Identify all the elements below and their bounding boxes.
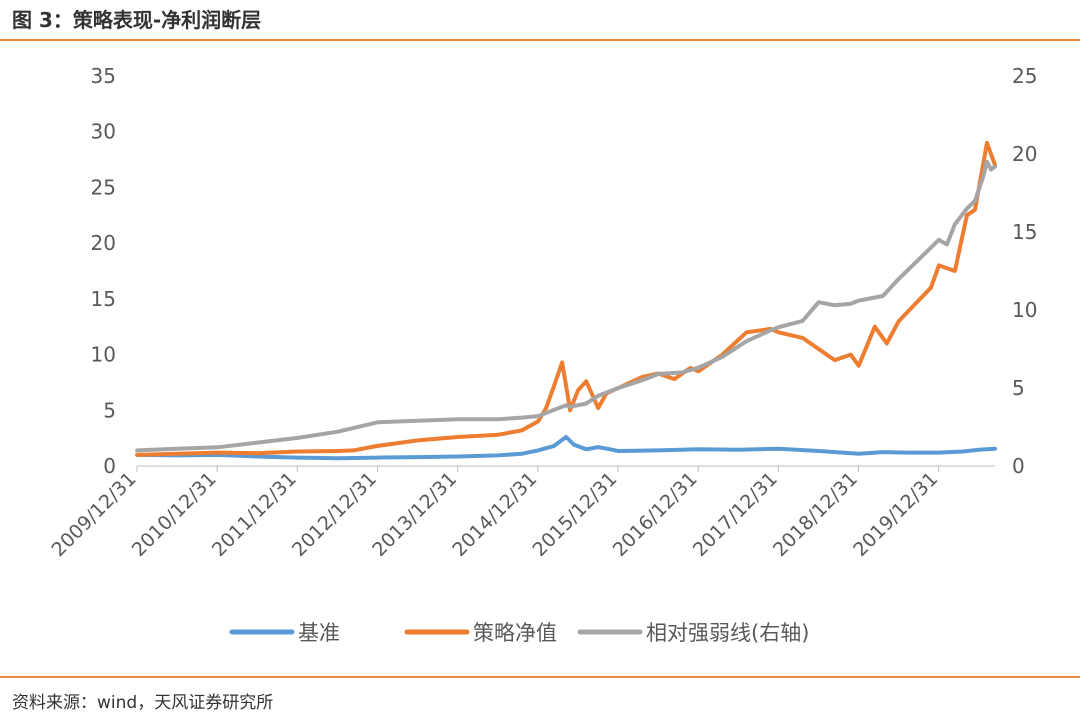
y-left-tick-label: 0 [103, 454, 116, 478]
x-tick-label: 2014/12/31 [448, 468, 541, 561]
legend-label: 策略净值 [473, 621, 557, 645]
legend-label: 基准 [298, 621, 340, 645]
series-line-0 [135, 435, 997, 461]
source-note: 资料来源：wind，天风证券研究所 [12, 693, 274, 713]
x-tick-label: 2010/12/31 [128, 468, 221, 561]
x-tick-label: 2017/12/31 [689, 468, 782, 561]
x-tick-label: 2013/12/31 [368, 468, 461, 561]
x-tick-label: 2011/12/31 [208, 468, 301, 561]
series-line-2 [135, 159, 997, 453]
y-right-tick-label: 15 [1012, 220, 1037, 244]
y-left-tick-label: 15 [91, 287, 116, 311]
source-rule [0, 676, 1080, 678]
y-left-tick-label: 25 [91, 175, 116, 199]
legend-label: 相对强弱线(右轴) [646, 621, 809, 645]
y-left-tick-label: 35 [91, 64, 116, 88]
y-right-tick-label: 5 [1012, 376, 1025, 400]
title-rule [0, 39, 1080, 41]
y-right-tick-label: 25 [1012, 64, 1037, 88]
y-right-tick-label: 20 [1012, 142, 1037, 166]
x-tick-label: 2012/12/31 [288, 468, 381, 561]
x-tick-label: 2018/12/31 [769, 468, 862, 561]
y-left-tick-label: 10 [91, 343, 116, 367]
figure-title: 图 3：策略表现-净利润断层 [12, 8, 262, 32]
y-right-tick-label: 0 [1012, 454, 1025, 478]
x-tick-label: 2016/12/31 [609, 468, 702, 561]
x-tick-label: 2009/12/31 [48, 468, 141, 561]
y-left-tick-label: 30 [91, 120, 116, 144]
y-left-tick-label: 5 [103, 398, 116, 422]
x-tick-label: 2019/12/31 [849, 468, 942, 561]
line-chart: 0 5 10 15 20 25 30 35 0 5 10 15 20 25 2009/12/312010/1… [48, 64, 1038, 645]
x-tick-label: 2015/12/31 [529, 468, 622, 561]
y-right-tick-label: 10 [1012, 298, 1037, 322]
y-left-tick-label: 20 [91, 231, 116, 255]
